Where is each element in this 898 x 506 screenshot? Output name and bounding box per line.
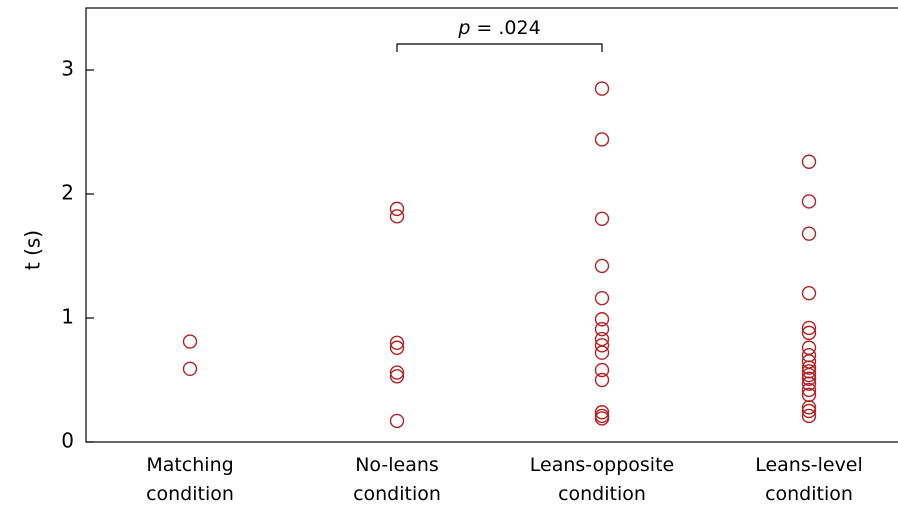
p-value-label: p = .024	[457, 17, 540, 39]
data-point	[801, 320, 817, 336]
p-symbol: p	[457, 17, 470, 39]
data-point	[594, 362, 610, 378]
data-point	[389, 369, 405, 384]
significance-bracket	[396, 43, 603, 52]
x-category-label: Leans-level condition	[755, 454, 863, 505]
data-point	[801, 154, 817, 169]
x-category-label: Matching condition	[146, 454, 234, 505]
data-point	[389, 201, 405, 217]
data-point	[594, 290, 610, 306]
x-category-label: Leans-opposite condition	[530, 454, 674, 505]
data-point	[594, 81, 610, 96]
data-point	[801, 376, 817, 391]
data-point	[801, 367, 817, 383]
x-axis-category-labels: Matching condition No-leans condition Leans-…	[146, 454, 863, 505]
y-axis-title: t (s)	[21, 230, 45, 270]
data-points	[182, 81, 817, 429]
x-category-label: No-leans condition	[353, 454, 441, 505]
data-point	[801, 226, 817, 241]
data-point	[594, 345, 610, 360]
y-tick-label: 1	[61, 305, 74, 329]
data-point	[801, 286, 817, 301]
data-point	[594, 321, 610, 337]
y-tick-label: 3	[61, 57, 74, 81]
data-point	[801, 325, 817, 341]
p-value: = .024	[470, 17, 540, 39]
data-point	[594, 405, 610, 420]
data-point	[594, 132, 610, 147]
data-point	[594, 338, 610, 353]
plot-frame	[85, 7, 898, 443]
significance-annotation: p = .024	[396, 17, 603, 52]
y-tick-label: 2	[61, 181, 74, 205]
data-point	[389, 413, 405, 429]
data-point	[801, 403, 817, 419]
data-point	[801, 371, 817, 386]
data-point	[594, 258, 610, 274]
data-point	[801, 360, 817, 375]
data-point	[389, 365, 405, 380]
data-point	[801, 408, 817, 424]
data-point	[594, 211, 610, 227]
y-axis-ticks: 0 1 2 3	[61, 57, 94, 453]
data-point	[594, 411, 610, 426]
data-point	[801, 340, 817, 355]
data-point	[389, 209, 405, 224]
data-point	[389, 335, 405, 350]
data-point	[182, 334, 198, 349]
data-point	[801, 194, 817, 209]
y-tick-label: 0	[61, 429, 74, 453]
data-point	[801, 400, 817, 415]
data-point	[801, 382, 817, 398]
data-point	[594, 372, 610, 388]
data-point	[594, 312, 610, 327]
data-point	[182, 361, 198, 377]
data-point	[389, 340, 405, 355]
